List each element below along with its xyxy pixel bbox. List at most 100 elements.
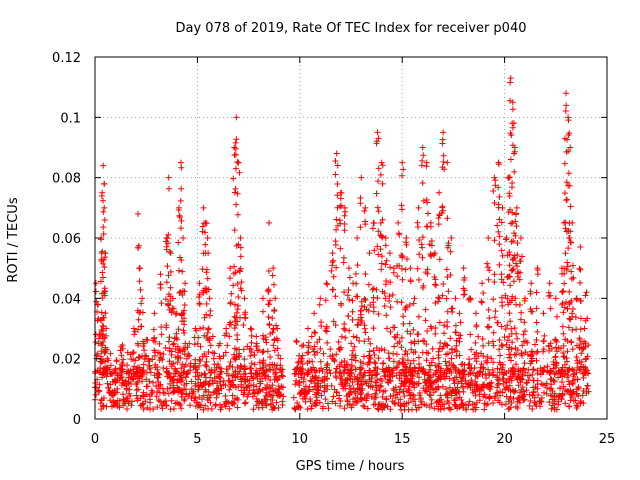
data-point <box>440 129 447 136</box>
data-point <box>205 388 212 395</box>
data-point <box>495 161 502 168</box>
data-point <box>547 305 554 312</box>
data-point <box>211 368 218 375</box>
data-point <box>444 159 451 166</box>
data-point <box>135 386 142 393</box>
data-point <box>433 386 440 393</box>
data-point <box>373 344 380 351</box>
data-point <box>336 392 343 399</box>
data-point <box>364 405 371 412</box>
data-point <box>214 385 221 392</box>
data-point <box>446 384 453 391</box>
data-point <box>174 359 181 366</box>
data-point <box>223 370 230 377</box>
data-point <box>397 396 404 403</box>
data-point <box>278 372 285 379</box>
data-point <box>111 387 118 394</box>
data-point <box>365 359 372 366</box>
data-point <box>130 325 137 332</box>
data-point <box>220 381 227 388</box>
data-point <box>528 348 535 355</box>
data-point <box>101 292 108 299</box>
data-point <box>157 281 164 288</box>
data-point <box>492 308 499 315</box>
data-point <box>311 351 318 358</box>
data-point <box>195 386 202 393</box>
data-point <box>359 385 366 392</box>
data-point <box>177 197 184 204</box>
data-point <box>139 295 146 302</box>
data-point <box>411 295 418 302</box>
data-point <box>442 358 449 365</box>
data-point <box>156 350 163 357</box>
data-point <box>122 398 129 405</box>
data-point <box>574 403 581 410</box>
data-point <box>349 308 356 315</box>
data-point <box>149 356 156 363</box>
data-point <box>144 337 151 344</box>
data-point <box>315 387 322 394</box>
data-point <box>510 278 517 285</box>
data-point <box>230 382 237 389</box>
data-point <box>324 370 331 377</box>
data-point <box>313 383 320 390</box>
data-point <box>578 350 585 357</box>
data-point <box>251 352 258 359</box>
data-point <box>329 250 336 257</box>
data-point <box>341 221 348 228</box>
data-point <box>253 367 260 374</box>
data-point <box>373 387 380 394</box>
data-point <box>479 335 486 342</box>
data-point <box>166 345 173 352</box>
data-point <box>468 346 475 353</box>
data-point <box>305 339 312 346</box>
data-point <box>299 361 306 368</box>
data-point <box>361 295 368 302</box>
data-point <box>167 375 174 382</box>
data-point <box>98 348 105 355</box>
data-point <box>104 380 111 387</box>
data-point <box>330 257 337 264</box>
x-tick-label: 25 <box>599 432 616 447</box>
data-point <box>444 215 451 222</box>
data-point <box>293 337 300 344</box>
data-point <box>444 350 451 357</box>
data-point <box>394 298 401 305</box>
data-point <box>116 404 123 411</box>
data-point <box>120 356 127 363</box>
data-point <box>503 385 510 392</box>
data-point <box>533 357 540 364</box>
data-point <box>97 236 104 243</box>
x-tick-label: 5 <box>193 432 201 447</box>
data-point <box>378 253 385 260</box>
data-point <box>435 399 442 406</box>
data-point <box>259 295 266 302</box>
data-point <box>526 402 533 409</box>
data-point <box>181 307 188 314</box>
data-point <box>229 400 236 407</box>
data-point <box>228 290 235 297</box>
data-point <box>474 373 481 380</box>
data-point <box>406 301 413 308</box>
data-point <box>383 312 390 319</box>
data-point <box>433 377 440 384</box>
data-point <box>357 200 364 207</box>
data-point <box>565 117 572 124</box>
data-point <box>233 136 240 143</box>
data-point <box>455 389 462 396</box>
data-point <box>562 219 569 226</box>
data-point <box>267 297 274 304</box>
data-point <box>201 229 208 236</box>
data-point <box>461 368 468 375</box>
data-point <box>533 289 540 296</box>
data-point <box>96 381 103 388</box>
data-point <box>526 372 533 379</box>
data-point <box>392 334 399 341</box>
data-point <box>407 265 414 272</box>
data-point <box>229 392 236 399</box>
data-point <box>239 375 246 382</box>
data-point <box>426 241 433 248</box>
data-point <box>251 390 258 397</box>
data-point <box>344 397 351 404</box>
data-point <box>101 264 108 271</box>
